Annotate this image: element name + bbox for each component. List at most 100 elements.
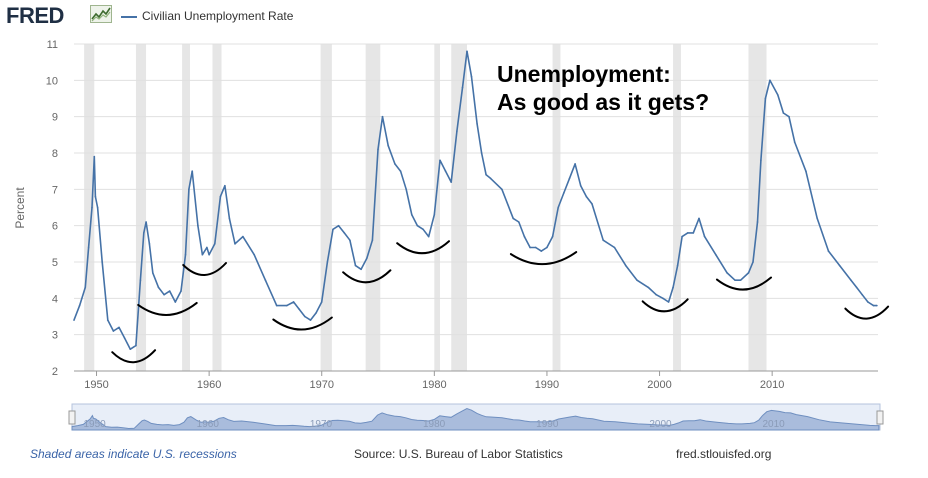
x-tick-label-1990: 1990 bbox=[535, 379, 559, 391]
recession-band-3 bbox=[212, 44, 222, 371]
data-point-96 bbox=[613, 246, 616, 249]
recession-bands bbox=[84, 44, 767, 371]
navigator-handle-right[interactable] bbox=[876, 410, 884, 425]
data-point-19 bbox=[152, 272, 154, 274]
y-tick-label-2: 2 bbox=[52, 366, 58, 378]
data-point-108 bbox=[698, 217, 700, 220]
series-line-unemployment bbox=[73, 50, 877, 350]
data-point-76 bbox=[480, 152, 483, 154]
data-point-25 bbox=[184, 253, 187, 256]
data-point-40 bbox=[275, 304, 278, 307]
data-point-105 bbox=[681, 235, 683, 238]
y-tick-label-9: 9 bbox=[52, 112, 58, 124]
site-link[interactable]: fred.stlouisfed.org bbox=[676, 447, 772, 461]
data-point-37 bbox=[242, 235, 244, 238]
navigator-tick-1960: 1960 bbox=[197, 419, 220, 430]
fred-logo[interactable]: FRED bbox=[6, 3, 64, 28]
navigator-handle-left[interactable] bbox=[68, 410, 76, 425]
data-point-101 bbox=[662, 297, 664, 300]
data-point-133 bbox=[876, 304, 878, 307]
data-point-118 bbox=[764, 97, 767, 100]
recession-band-4 bbox=[320, 44, 332, 371]
data-point-51 bbox=[343, 232, 346, 234]
data-point-16 bbox=[143, 232, 145, 234]
x-tick-label-1960: 1960 bbox=[197, 379, 221, 391]
data-point-91 bbox=[574, 163, 576, 165]
recession-band-5 bbox=[365, 44, 381, 371]
y-gridlines bbox=[74, 43, 878, 372]
data-point-4 bbox=[91, 206, 93, 209]
data-point-132 bbox=[872, 304, 875, 307]
data-point-87 bbox=[551, 235, 554, 238]
data-point-39 bbox=[264, 279, 267, 281]
data-point-29 bbox=[201, 253, 204, 256]
data-point-27 bbox=[191, 170, 194, 172]
data-point-62 bbox=[405, 188, 407, 191]
trough-mark-8 bbox=[715, 276, 773, 291]
data-point-67 bbox=[433, 213, 436, 216]
y-tick-label-3: 3 bbox=[52, 330, 58, 342]
data-point-46 bbox=[315, 312, 317, 314]
data-point-98 bbox=[636, 279, 638, 281]
data-point-106 bbox=[686, 232, 689, 234]
data-point-35 bbox=[228, 217, 231, 220]
data-point-119 bbox=[769, 79, 771, 82]
data-point-17 bbox=[145, 221, 147, 223]
data-point-103 bbox=[672, 286, 674, 289]
navigator-area bbox=[71, 407, 880, 431]
data-point-49 bbox=[332, 228, 334, 231]
data-point-111 bbox=[726, 272, 728, 274]
data-point-63 bbox=[411, 213, 413, 216]
y-axis-label: Percent bbox=[13, 187, 27, 229]
data-point-26 bbox=[188, 188, 190, 191]
y-tick-label-5: 5 bbox=[52, 257, 58, 269]
x-axis-ticks: 1950 1960 1970 1980 1990 2000 2010 bbox=[84, 371, 784, 391]
data-point-45 bbox=[309, 319, 312, 321]
data-point-86 bbox=[546, 246, 548, 249]
data-point-61 bbox=[399, 170, 402, 172]
chart-header: FRED Civilian Unemployment Rate bbox=[0, 0, 928, 34]
data-point-11 bbox=[118, 326, 120, 329]
x-tick-label-1950: 1950 bbox=[84, 379, 108, 391]
data-point-38 bbox=[253, 253, 255, 256]
recession-band-9 bbox=[673, 44, 681, 371]
trough-mark-6 bbox=[509, 251, 578, 266]
data-point-117 bbox=[760, 159, 762, 162]
y-tick-label-4: 4 bbox=[52, 293, 58, 305]
data-point-97 bbox=[624, 264, 627, 267]
y-tick-label-6: 6 bbox=[52, 221, 58, 233]
data-point-120 bbox=[776, 94, 779, 96]
recession-band-0 bbox=[84, 44, 95, 371]
data-point-7 bbox=[96, 206, 99, 209]
data-point-92 bbox=[579, 184, 582, 187]
trend-chart-icon bbox=[90, 5, 112, 23]
data-point-122 bbox=[788, 115, 790, 118]
data-point-21 bbox=[163, 293, 165, 296]
data-point-55 bbox=[365, 257, 368, 260]
data-point-47 bbox=[320, 301, 323, 303]
legend-series-label[interactable]: Civilian Unemployment Rate bbox=[142, 9, 294, 23]
trough-mark-0 bbox=[111, 349, 157, 364]
data-point-88 bbox=[557, 206, 560, 209]
data-point-2 bbox=[84, 286, 87, 289]
annotation-line-2: As good as it gets? bbox=[497, 89, 710, 115]
data-point-57 bbox=[377, 148, 379, 151]
trough-mark-2 bbox=[182, 262, 228, 276]
range-navigator[interactable]: 1950 1960 1970 1980 1990 2000 2010 bbox=[68, 403, 884, 431]
data-point-104 bbox=[676, 264, 679, 267]
data-point-50 bbox=[337, 224, 340, 227]
data-point-93 bbox=[585, 195, 588, 198]
data-point-1 bbox=[78, 304, 81, 307]
data-point-83 bbox=[529, 246, 531, 249]
y-tick-label-8: 8 bbox=[52, 148, 58, 160]
data-point-28 bbox=[197, 224, 199, 227]
trough-mark-1 bbox=[137, 301, 198, 316]
plot-area bbox=[74, 44, 878, 371]
data-point-32 bbox=[213, 243, 216, 245]
y-axis-ticks: 2 3 4 5 6 7 8 9 10 11 bbox=[46, 39, 58, 378]
data-point-68 bbox=[439, 159, 441, 162]
data-point-95 bbox=[602, 239, 605, 241]
data-point-113 bbox=[739, 279, 742, 281]
data-point-69 bbox=[444, 170, 447, 172]
navigator-tick-1950: 1950 bbox=[84, 419, 107, 430]
